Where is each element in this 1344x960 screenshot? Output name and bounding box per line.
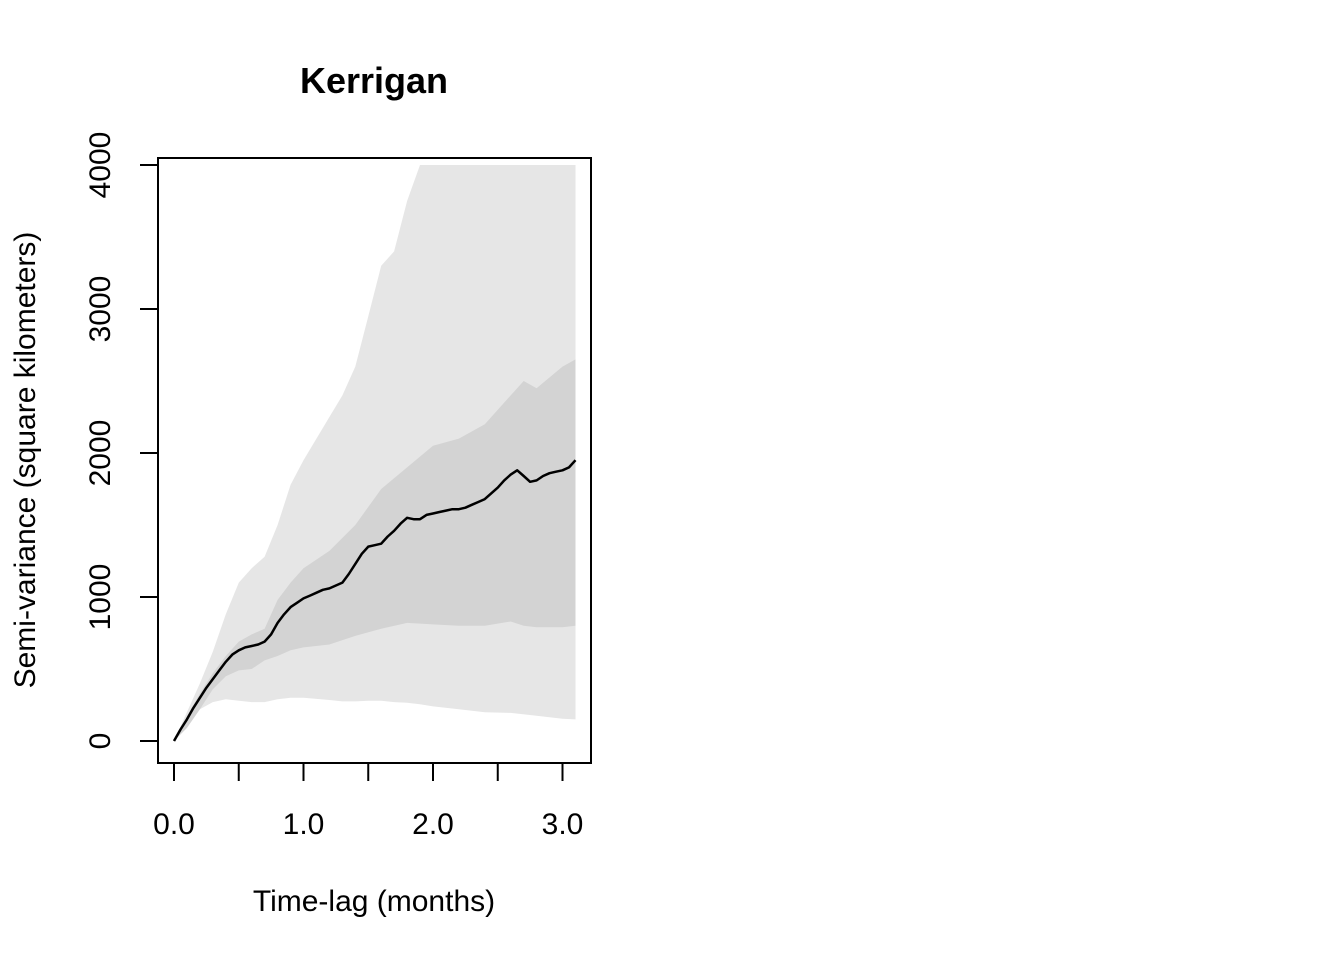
x-tick-label: 1.0 <box>283 808 325 841</box>
x-axis: 0.0 1.0 2.0 3.0 <box>153 762 584 841</box>
y-tick-label: 1000 <box>84 564 117 631</box>
x-tick-label: 2.0 <box>412 808 454 841</box>
x-tick-label: 0.0 <box>153 808 195 841</box>
y-axis-label: Semi-variance (square kilometers) <box>9 232 42 689</box>
y-tick-label: 3000 <box>84 276 117 343</box>
y-tick-label: 4000 <box>84 132 117 199</box>
plot-area <box>172 165 577 742</box>
chart-title: Kerrigan <box>300 60 448 101</box>
x-axis-label: Time-lag (months) <box>253 885 495 918</box>
y-tick-label: 0 <box>84 733 117 750</box>
x-tick-label: 3.0 <box>542 808 584 841</box>
semi-variance-line <box>172 459 577 742</box>
y-axis: 0 1000 2000 3000 4000 <box>84 132 159 750</box>
inner-confidence-band <box>174 359 576 741</box>
y-tick-label: 2000 <box>84 420 117 487</box>
